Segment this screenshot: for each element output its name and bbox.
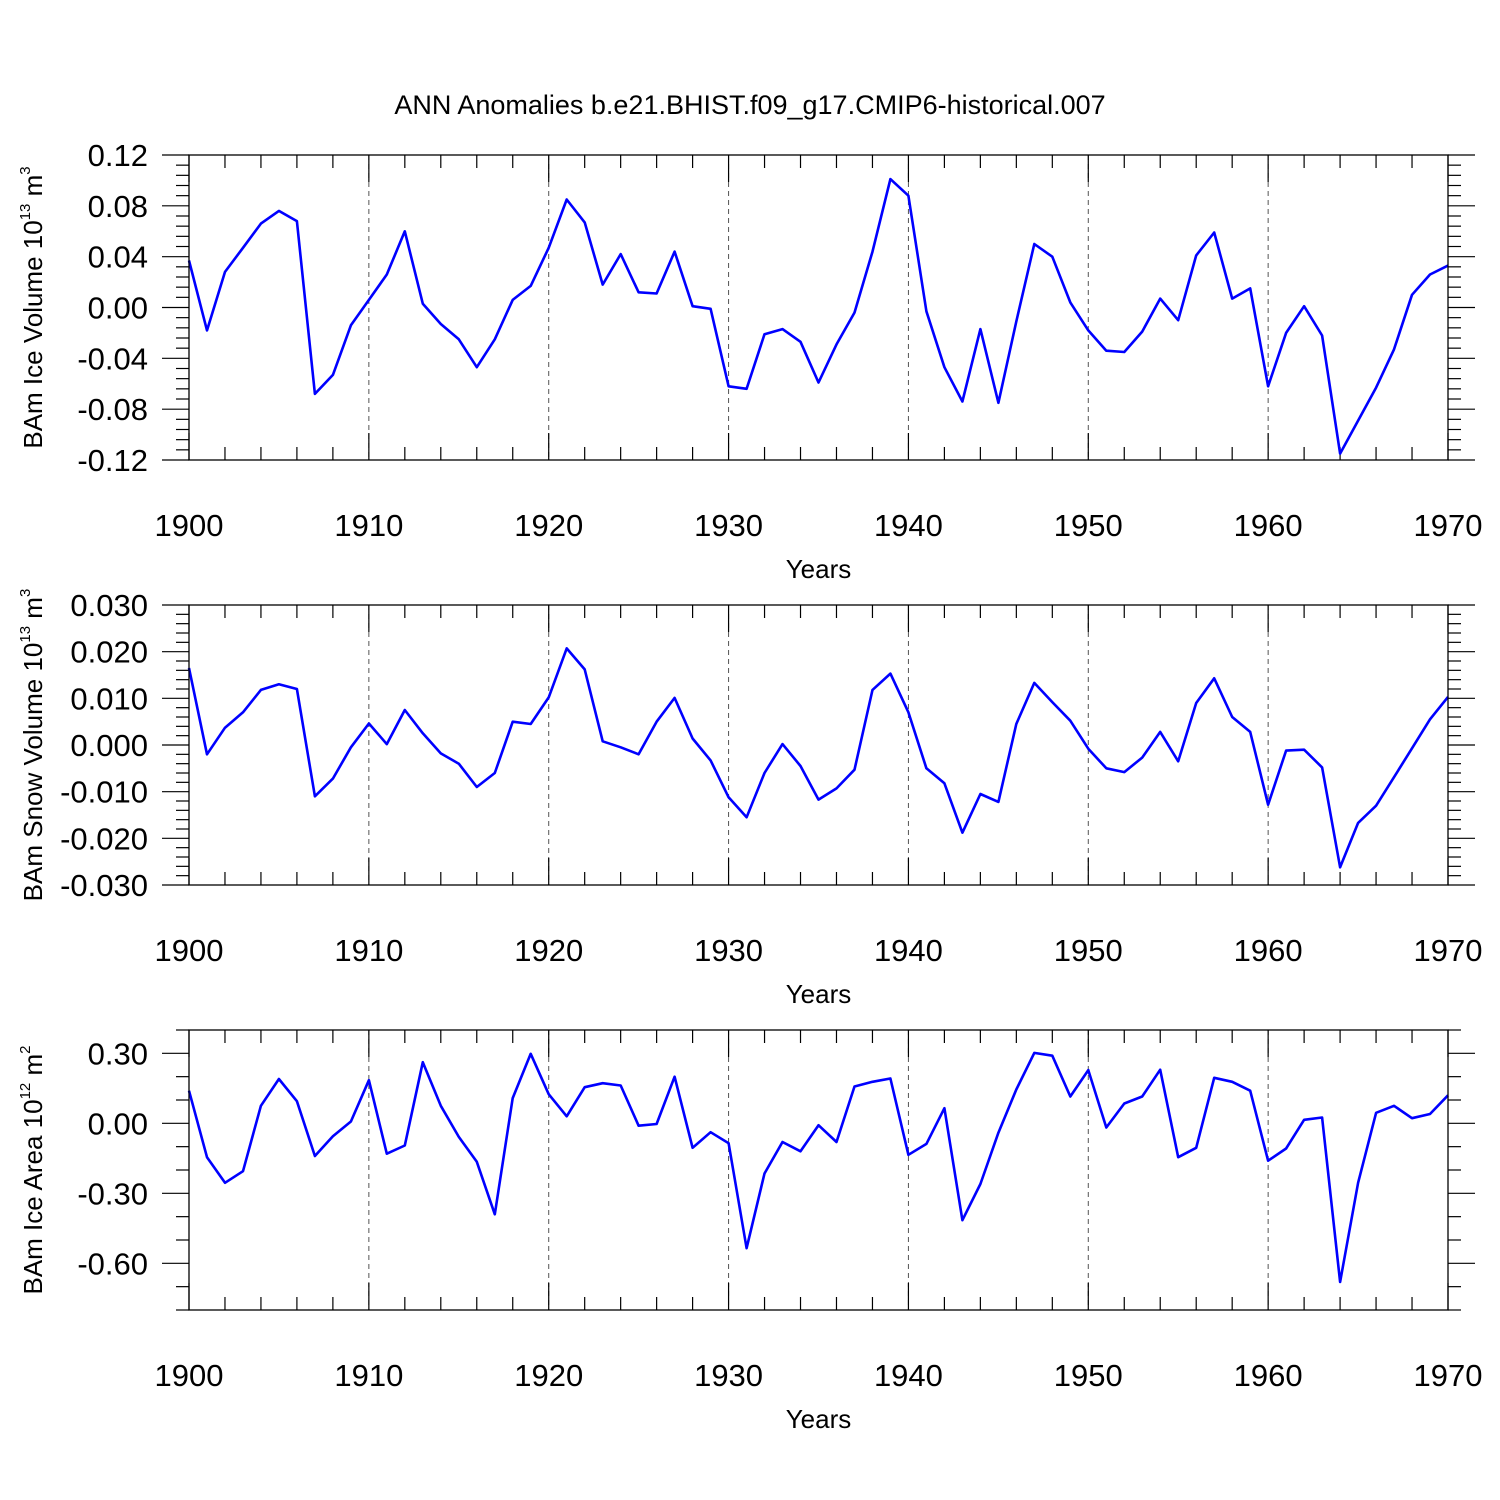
y-axis-label: BAm Ice Area 1012 m2 — [17, 1045, 48, 1294]
x-tick-label: 1950 — [1054, 933, 1123, 968]
panel-ice-volume: -0.12 -0.08 -0.04 0.00 0.04 0.08 0.12 1900 1910… — [17, 138, 1482, 584]
x-tick-label: 1920 — [514, 933, 583, 968]
y-tick-label: 0.000 — [70, 728, 148, 763]
panel-snow-volume: -0.030 -0.020 -0.010 0.000 0.010 0.020 0.030 1… — [17, 588, 1482, 1009]
y-tick-label: -0.12 — [77, 443, 148, 478]
y-tick-label: 0.08 — [88, 189, 148, 224]
snow-volume-line — [187, 647, 1450, 869]
y-tick-label: -0.020 — [60, 821, 148, 856]
plot-frame — [188, 604, 1449, 886]
panel-ice-area: -0.60 -0.30 0.00 0.30 1900 1910 1920 1930 1940 1… — [17, 1029, 1483, 1434]
x-tick-label: 1930 — [694, 1358, 763, 1393]
x-tick-label: 1920 — [514, 1358, 583, 1393]
ice-volume-line — [187, 177, 1449, 455]
x-tick-label: 1940 — [874, 1358, 943, 1393]
x-tick-label: 1960 — [1234, 1358, 1303, 1393]
x-tick-label: 1930 — [694, 933, 763, 968]
x-tick-label: 1960 — [1234, 933, 1303, 968]
y-tick-label: 0.030 — [70, 588, 148, 623]
x-tick-label: 1910 — [334, 1358, 403, 1393]
x-axis-label: Years — [786, 554, 852, 584]
x-tick-label: 1970 — [1414, 933, 1483, 968]
y-tick-label: -0.030 — [60, 868, 148, 903]
y-tick-label: 0.00 — [88, 1106, 148, 1141]
x-tick-label: 1950 — [1054, 508, 1123, 543]
x-tick-label: 1920 — [514, 508, 583, 543]
x-tick-label: 1930 — [694, 508, 763, 543]
y-axis-label: BAm Snow Volume 1013 m3 — [17, 589, 48, 902]
y-tick-label: 0.00 — [88, 291, 148, 326]
y-axis-label: BAm Ice Volume 1013 m3 — [17, 166, 48, 448]
y-tick-label: -0.08 — [77, 392, 148, 427]
y-tick-label: 0.020 — [70, 635, 148, 670]
x-axis-label: Years — [786, 979, 852, 1009]
y-tick-label: 0.010 — [70, 681, 148, 716]
y-tick-label: -0.30 — [77, 1176, 148, 1211]
x-tick-label: 1970 — [1414, 508, 1483, 543]
x-tick-label: 1950 — [1054, 1358, 1123, 1393]
chart-title: ANN Anomalies b.e21.BHIST.f09_g17.CMIP6-… — [394, 90, 1105, 120]
x-tick-label: 1940 — [874, 933, 943, 968]
y-tick-label: -0.010 — [60, 775, 148, 810]
x-axis-label: Years — [786, 1404, 852, 1434]
ice-area-line — [187, 1051, 1449, 1284]
y-tick-label: -0.04 — [77, 341, 148, 376]
y-tick-label: 0.30 — [88, 1036, 148, 1071]
x-tick-label: 1960 — [1234, 508, 1303, 543]
y-tick-label: 0.04 — [88, 240, 148, 275]
x-tick-label: 1900 — [155, 933, 224, 968]
x-tick-label: 1900 — [155, 508, 224, 543]
x-tick-label: 1910 — [334, 508, 403, 543]
y-tick-label: 0.12 — [88, 138, 148, 173]
x-tick-label: 1970 — [1414, 1358, 1483, 1393]
plot-frame — [188, 1029, 1449, 1311]
x-tick-label: 1910 — [334, 933, 403, 968]
y-tick-label: -0.60 — [77, 1246, 148, 1281]
x-tick-label: 1900 — [155, 1358, 224, 1393]
plot-frame — [188, 154, 1449, 461]
x-tick-label: 1940 — [874, 508, 943, 543]
